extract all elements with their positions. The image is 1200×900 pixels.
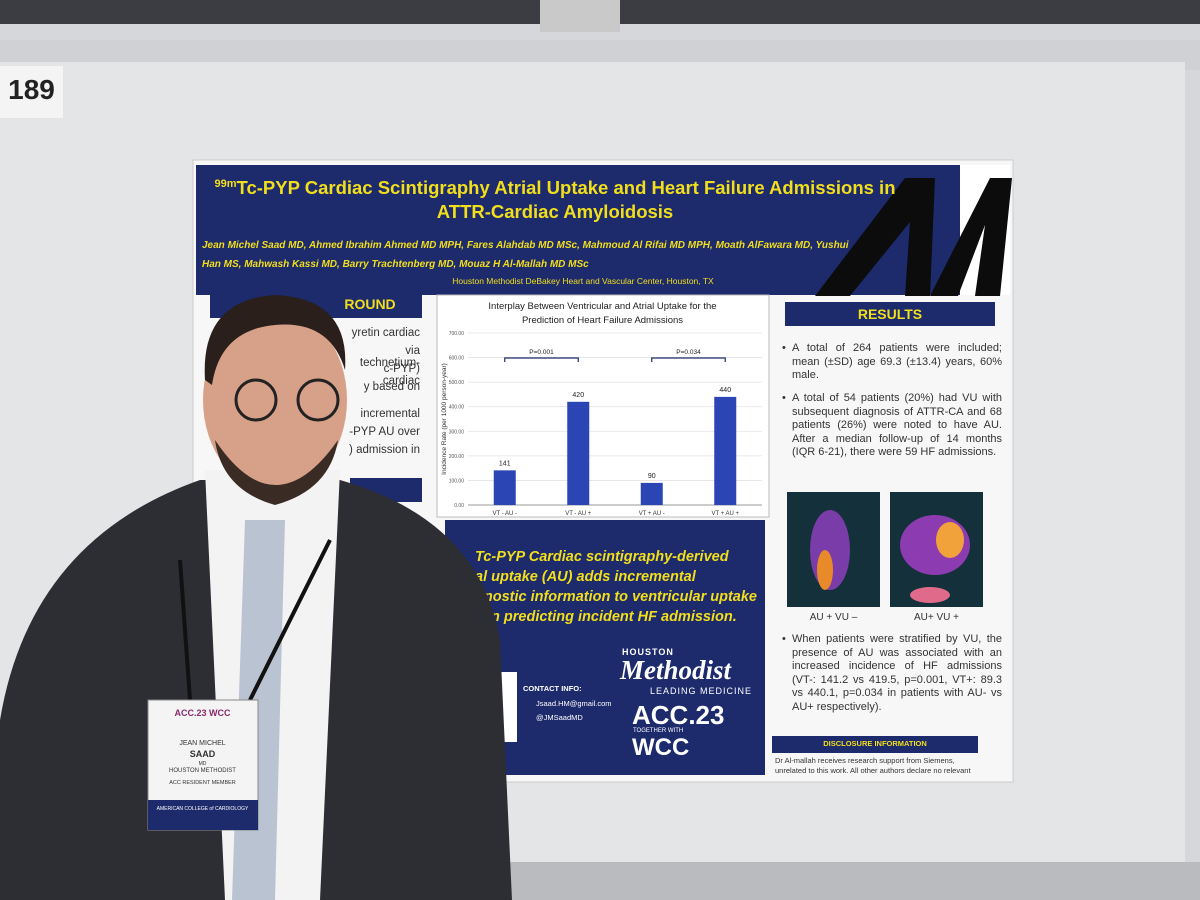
badge-member: ACC RESIDENT MEMBER <box>169 780 236 786</box>
affiliation: Houston Methodist DeBakey Heart and Vasc… <box>452 276 714 286</box>
conclusion-line: gnostic information to ventricular uptak… <box>475 589 757 605</box>
logo-leading: LEADING MEDICINE <box>650 686 753 696</box>
poster-title: 99mTc-PYP Cardiac Scintigraphy Atrial Up… <box>205 172 905 224</box>
background-line: incremental <box>360 408 420 420</box>
contact-email: Jsaad.HM@gmail.com <box>536 699 612 708</box>
conclusion: Tc-PYP Cardiac scintigraphy-derived al u… <box>475 547 765 627</box>
badge-org: HOUSTON METHODIST <box>169 768 236 774</box>
results-bullet: A total of 264 patients were included; m… <box>782 342 1002 383</box>
significance-bracket <box>504 357 579 362</box>
disclosure-heading: DISCLOSURE INFORMATION <box>823 739 927 748</box>
y-tick-label: 100.00 <box>449 478 465 484</box>
background-line: y based on <box>363 381 420 393</box>
scan-blob <box>817 550 833 590</box>
background-line: c-PYP) cardiac <box>382 363 420 387</box>
conclusion-line: Tc-PYP Cardiac scintigraphy-derived <box>475 549 729 565</box>
background-line: via technetium- <box>359 345 420 369</box>
badge-college: AMERICAN COLLEGE of CARDIOLOGY <box>156 806 249 812</box>
value-label: 90 <box>648 473 656 480</box>
logo-wcc: WCC <box>632 734 690 761</box>
contact-heading: CONTACT INFO: <box>523 684 582 693</box>
y-tick-label: 300.00 <box>449 429 465 435</box>
results-bullet: When patients were stratified by VU, the… <box>782 633 1002 714</box>
y-axis-label: Incidence Rate (per 1000 person-year) <box>441 363 448 475</box>
x-tick-label: VT - AU - <box>492 511 517 517</box>
logo-houston: HOUSTON <box>622 647 674 657</box>
y-tick-label: 700.00 <box>449 331 465 337</box>
value-label: 440 <box>719 387 731 394</box>
title-text: Tc-PYP Cardiac Scintigraphy Atrial Uptak… <box>236 177 896 223</box>
x-tick-label: VT + AU - <box>639 511 665 517</box>
logo-acc: ACC.23 <box>632 700 725 730</box>
chart-panel <box>436 294 770 518</box>
conclusion-line: al uptake (AU) adds incremental <box>475 569 696 585</box>
value-label: 420 <box>572 392 584 399</box>
logo-together: TOGETHER WITH <box>633 728 684 734</box>
image-label: AU+ VU + <box>913 612 960 623</box>
lanyard <box>178 539 332 701</box>
bar <box>640 482 663 505</box>
disclosure-bar <box>772 736 978 753</box>
y-tick-label: 200.00 <box>449 454 465 460</box>
bar <box>567 401 590 505</box>
image-label: AU + VU – <box>809 612 858 623</box>
badge-last-name: SAAD <box>189 749 216 759</box>
disclosure-text: Dr Al-mallah receives research support f… <box>775 756 971 775</box>
logo-methodist: Methodist <box>620 655 732 685</box>
x-tick-label: VT - AU + <box>565 511 592 517</box>
glasses <box>296 378 340 422</box>
badge-degree: MD <box>198 761 207 767</box>
y-tick-label: 500.00 <box>449 380 465 386</box>
x-tick-label: VT + AU + <box>711 511 739 517</box>
results-heading-bar <box>785 302 995 326</box>
bar <box>493 470 516 505</box>
hair <box>204 295 346 385</box>
badge-event: ACC.23 WCC <box>174 708 231 718</box>
y-tick-label: 400.00 <box>449 405 465 411</box>
board-number-plate <box>0 66 63 118</box>
authors: Jean Michel Saad MD, Ahmed Ibrahim Ahmed… <box>202 240 849 270</box>
y-tick-label: 600.00 <box>449 356 465 362</box>
significance-bracket <box>651 357 726 362</box>
chart-title: Interplay Between Ventricular and Atrial… <box>488 301 717 326</box>
background-line: yretin cardiac <box>351 327 420 339</box>
results-heading: RESULTS <box>857 306 923 322</box>
badge-first-name: JEAN MICHEL <box>179 740 226 747</box>
background-line: ) admission in <box>349 444 420 456</box>
glasses <box>234 378 278 422</box>
bar <box>714 396 737 505</box>
pillar <box>540 0 620 32</box>
beard <box>215 440 338 505</box>
p-value: P=0.034 <box>676 349 701 356</box>
results-bullet: A total of 54 patients (20%) had VU with… <box>782 392 1002 460</box>
contact-twitter: @JMSaadMD <box>536 713 583 722</box>
background-heading: ROUND <box>344 296 396 312</box>
value-label: 141 <box>499 460 511 467</box>
background-line: -PYP AU over <box>349 426 420 438</box>
scan-blob <box>936 522 964 558</box>
logo-m <box>815 178 1012 296</box>
scan-blob <box>910 587 950 603</box>
y-tick-label: 0.00 <box>454 503 464 509</box>
title-superscript: 99m <box>214 178 237 190</box>
badge-footer <box>148 800 258 830</box>
board-number: 189 <box>8 74 55 105</box>
conclusion-line: in predicting incident HF admission. <box>487 609 737 625</box>
p-value: P=0.001 <box>529 349 554 356</box>
